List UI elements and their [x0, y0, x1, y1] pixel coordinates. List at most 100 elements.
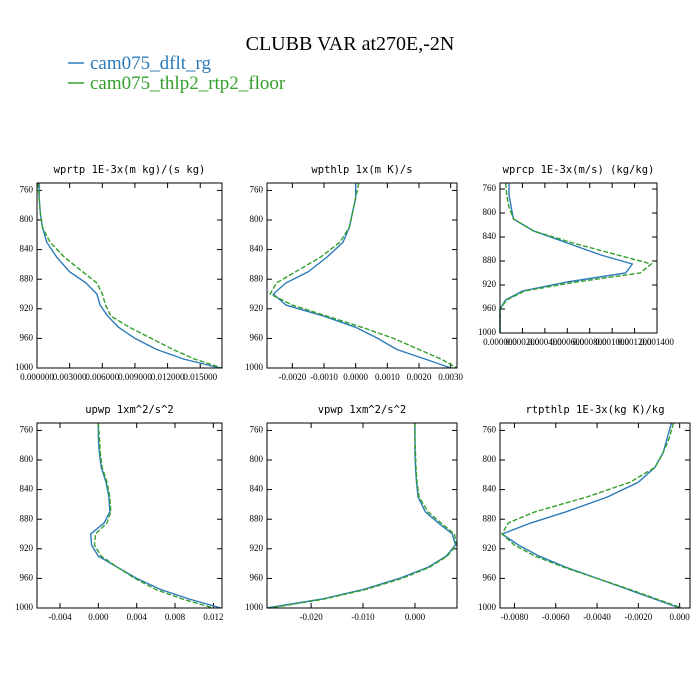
x-tick-label: 0.001400 [640, 337, 674, 347]
y-tick-label: 960 [250, 332, 264, 342]
panel-title: rtpthlp 1E-3x(kg K)/kg [525, 404, 664, 416]
x-tick-label: -0.0040 [583, 612, 611, 622]
y-tick-label: 840 [250, 244, 264, 254]
profile-line [499, 182, 653, 333]
y-tick-label: 840 [20, 244, 34, 254]
panel-title: wpthlp 1x(m K)/s [311, 164, 412, 176]
y-tick-label: 800 [250, 214, 264, 224]
y-tick-label: 1000 [478, 602, 497, 612]
x-tick-label: 0.000600 [550, 337, 584, 347]
x-tick-label: 0.000000 [483, 337, 517, 347]
y-tick-label: 880 [20, 513, 34, 523]
x-tick-label: 0.012000 [151, 372, 185, 382]
x-tick-label: -0.010 [351, 612, 375, 622]
plot-frame [36, 422, 223, 609]
profile-line [499, 183, 634, 333]
profile-line [269, 423, 458, 609]
profile-line [37, 182, 223, 369]
x-tick-label: 0.001200 [618, 337, 652, 347]
y-tick-label: 1000 [245, 362, 264, 372]
panel-title: wprtp 1E-3x(m kg)/(s kg) [54, 164, 206, 176]
legend-entry: cam075_thlp2_rtp2_floor [90, 73, 286, 94]
profile-line [500, 422, 680, 609]
profile-line [269, 182, 458, 369]
panel-title: vpwp 1xm^2/s^2 [318, 404, 407, 416]
profile-line [89, 423, 222, 609]
x-tick-label: -0.0020 [278, 372, 306, 382]
x-tick-label: -0.020 [300, 612, 324, 622]
x-tick-label: 0.003000 [53, 372, 87, 382]
x-tick-label: 0.000000 [20, 372, 54, 382]
x-tick-label: 0.006000 [85, 372, 119, 382]
y-tick-label: 880 [20, 273, 34, 283]
plot-frame [36, 182, 223, 369]
x-tick-label: 0.012 [203, 612, 223, 622]
legend-entry: cam075_dflt_rg [90, 53, 212, 74]
x-tick-label: 0.004 [127, 612, 148, 622]
x-tick-label: 0.000 [88, 612, 109, 622]
plot-frame [266, 182, 458, 369]
y-tick-label: 880 [483, 255, 497, 265]
x-tick-label: 0.000400 [528, 337, 562, 347]
y-tick-label: 840 [483, 484, 497, 494]
y-tick-label: 880 [250, 513, 264, 523]
y-tick-label: 1000 [245, 602, 264, 612]
y-tick-label: 920 [250, 543, 264, 553]
y-tick-label: 960 [20, 572, 34, 582]
figure-title: CLUBB VAR at270E,-2N [246, 33, 455, 55]
y-tick-label: 960 [250, 572, 264, 582]
x-tick-label: -0.0010 [310, 372, 338, 382]
x-tick-label: 0.008 [165, 612, 186, 622]
x-tick-label: 0.000200 [506, 337, 540, 347]
plot-frame [499, 422, 691, 609]
x-tick-label: 0.000 [670, 612, 691, 622]
y-tick-label: 840 [483, 231, 497, 241]
profile-line [501, 422, 682, 609]
y-tick-label: 800 [483, 454, 497, 464]
x-tick-label: 0.0010 [375, 372, 400, 382]
x-tick-label: 0.0030 [438, 372, 463, 382]
profile-line [38, 183, 220, 369]
y-tick-label: 840 [250, 484, 264, 494]
y-tick-label: 960 [483, 572, 497, 582]
y-tick-label: 1000 [15, 362, 34, 372]
x-tick-label: -0.0020 [624, 612, 652, 622]
y-tick-label: 880 [250, 273, 264, 283]
x-tick-label: 0.001000 [595, 337, 629, 347]
x-tick-label: 0.0000 [343, 372, 368, 382]
y-tick-label: 800 [20, 454, 34, 464]
y-tick-label: 760 [20, 184, 34, 194]
y-tick-label: 800 [20, 214, 34, 224]
x-tick-label: 0.015000 [183, 372, 217, 382]
y-tick-label: 920 [20, 543, 34, 553]
plot-frame [499, 182, 658, 334]
y-tick-label: 760 [483, 424, 497, 434]
y-tick-label: 760 [250, 184, 264, 194]
y-tick-label: 840 [20, 484, 34, 494]
x-tick-label: 0.009000 [118, 372, 152, 382]
x-tick-label: -0.0080 [501, 612, 529, 622]
y-tick-label: 920 [483, 543, 497, 553]
y-tick-label: 960 [20, 332, 34, 342]
x-tick-label: 0.000800 [573, 337, 607, 347]
y-tick-label: 920 [483, 279, 497, 289]
y-tick-label: 880 [483, 513, 497, 523]
y-tick-label: 920 [250, 303, 264, 313]
y-tick-label: 920 [20, 303, 34, 313]
y-tick-label: 1000 [478, 327, 497, 337]
profile-line [93, 422, 214, 609]
y-tick-label: 760 [483, 183, 497, 193]
y-tick-label: 1000 [15, 602, 34, 612]
plot-frame [266, 422, 458, 609]
y-tick-label: 760 [20, 424, 34, 434]
y-tick-label: 760 [250, 424, 264, 434]
profile-line [272, 183, 451, 369]
x-tick-label: -0.004 [48, 612, 72, 622]
panel-title: wprcp 1E-3x(m/s) (kg/kg) [503, 164, 655, 176]
panel-title: upwp 1xm^2/s^2 [85, 404, 174, 416]
x-tick-label: 0.000 [405, 612, 426, 622]
x-tick-label: 0.0020 [407, 372, 432, 382]
profile-line [266, 423, 457, 609]
y-tick-label: 800 [250, 454, 264, 464]
